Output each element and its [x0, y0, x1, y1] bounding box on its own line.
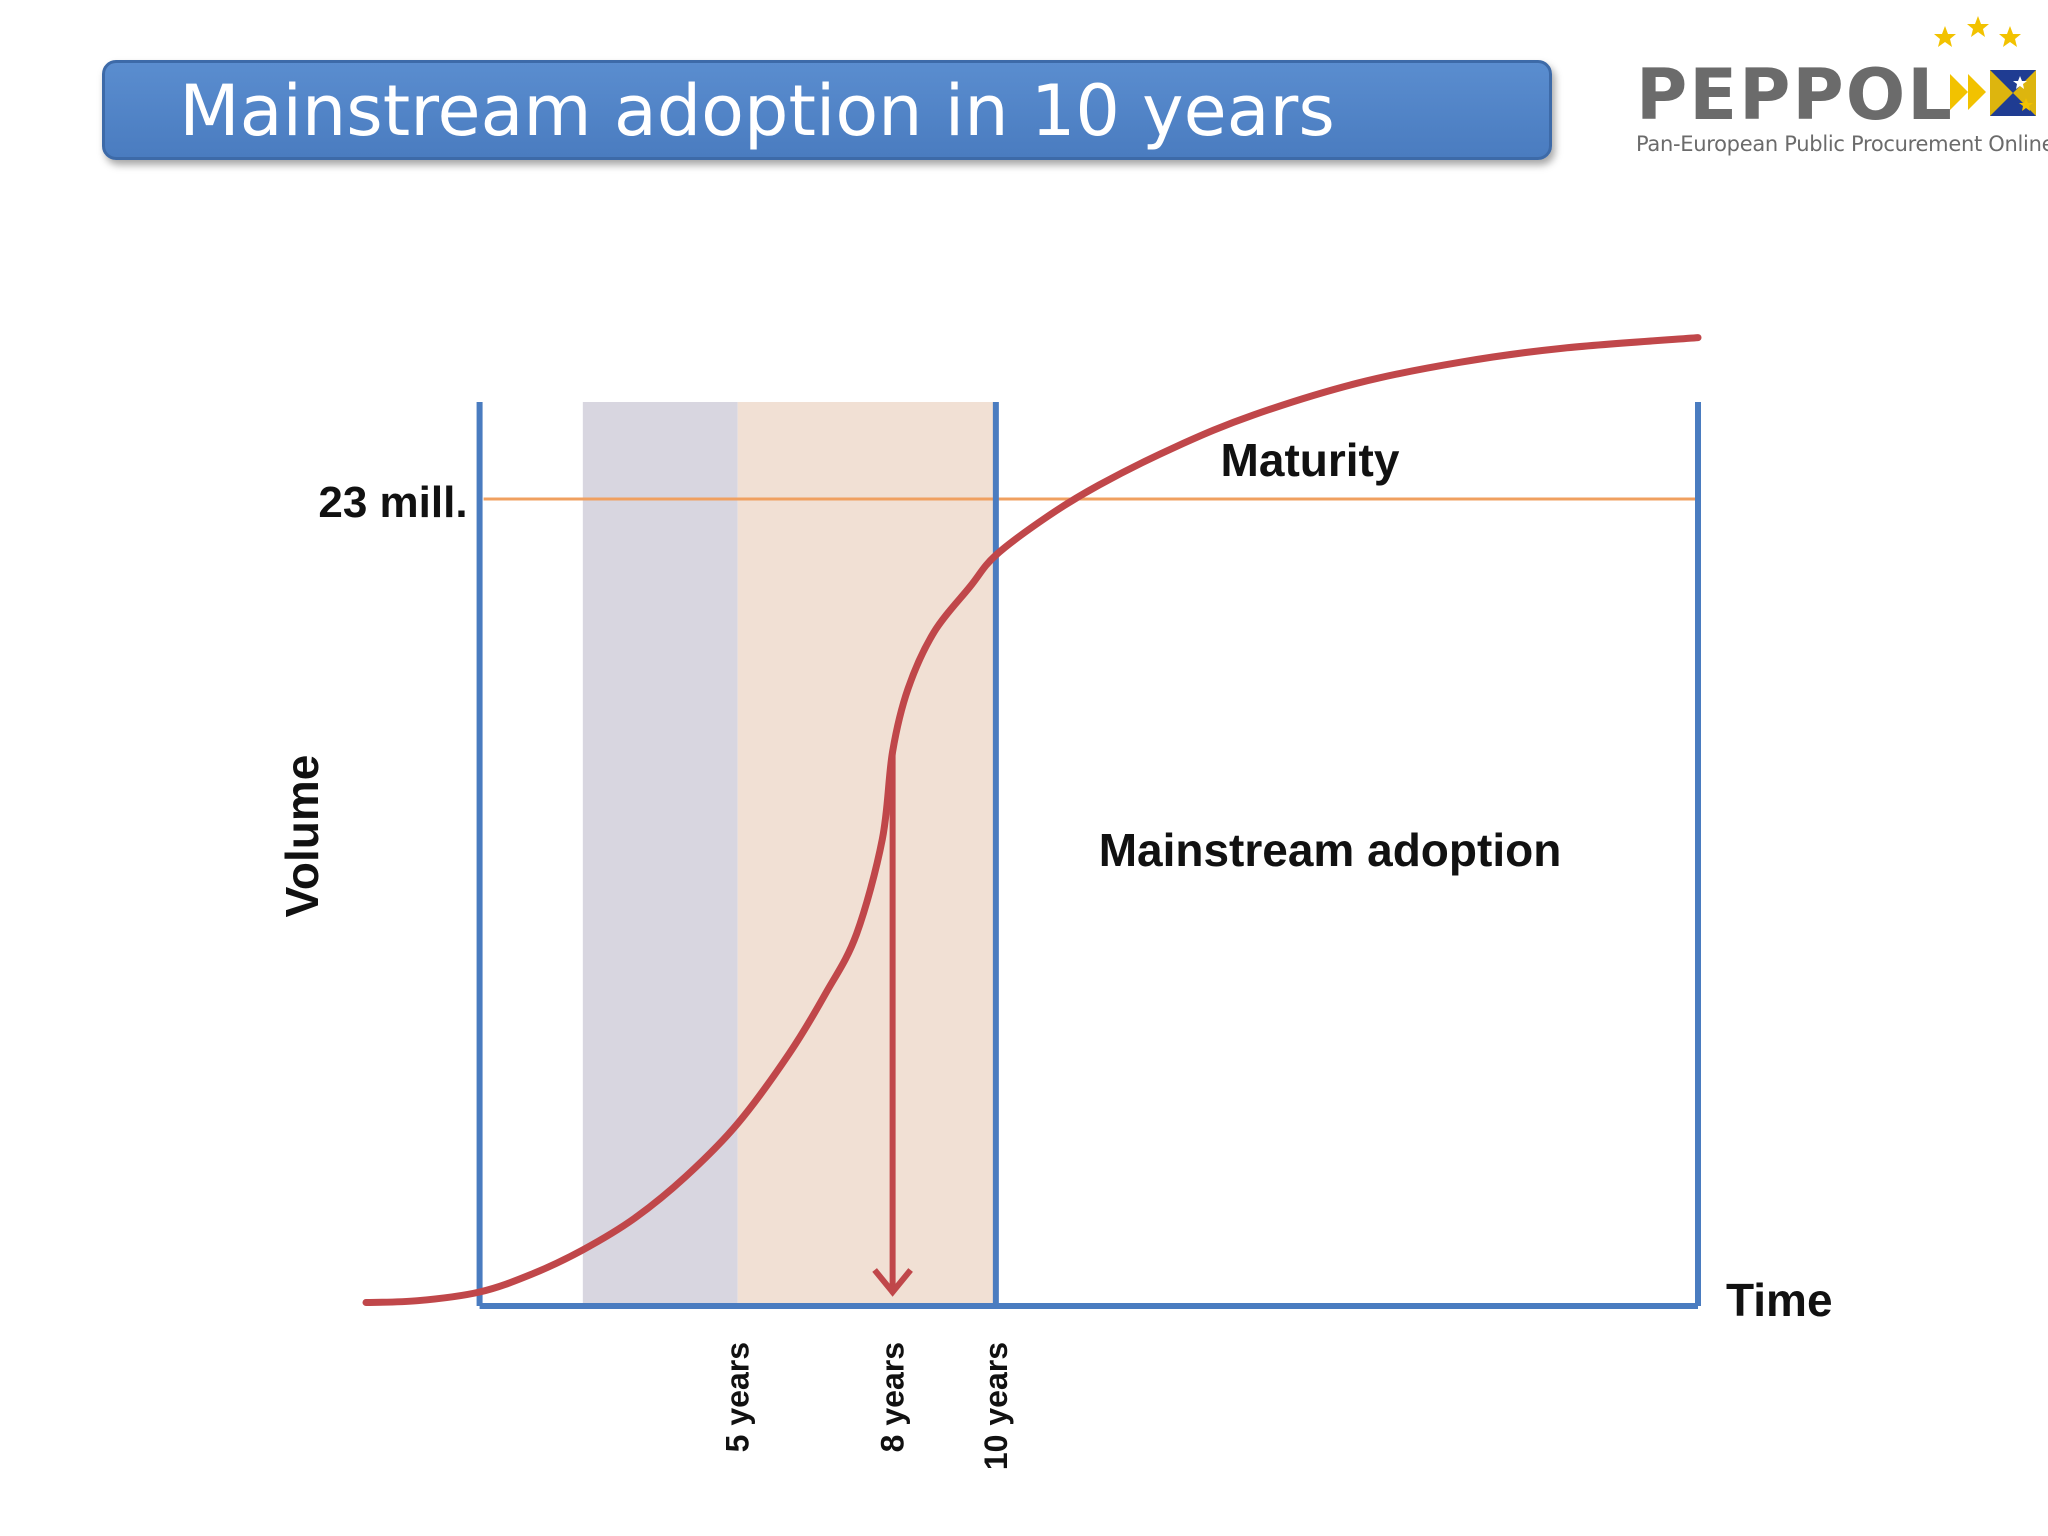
logo-tagline: Pan-European Public Procurement Online	[1636, 132, 2048, 156]
maturity-label: Maturity	[1221, 434, 1400, 486]
x-axis-title: Time	[1726, 1274, 1833, 1326]
y-axis-title: Volume	[276, 755, 328, 918]
early-adoption-band	[582, 402, 738, 1306]
page-title: Mainstream adoption in 10 years	[179, 70, 1335, 152]
title-bar: Mainstream adoption in 10 years	[102, 60, 1552, 160]
x-tick-label-8-years: 8 years	[875, 1342, 911, 1452]
reference-line-label: 23 mill.	[318, 478, 467, 527]
x-tick-label-5-years: 5 years	[720, 1342, 756, 1452]
logo-wordmark: PEPPOL	[1636, 54, 1954, 136]
x-tick-label-10-years: 10 years	[978, 1342, 1014, 1470]
mainstream-adoption-label: Mainstream adoption	[1099, 824, 1562, 876]
eight-year-arrow-head	[872, 1268, 913, 1297]
adoption-curve	[362, 334, 1702, 1306]
peppol-logo: PEPPOL Pan-European Public Procurement O…	[1620, 14, 2048, 164]
growth-band	[737, 402, 996, 1306]
eu-stars-arrows-icon	[1934, 16, 2036, 116]
